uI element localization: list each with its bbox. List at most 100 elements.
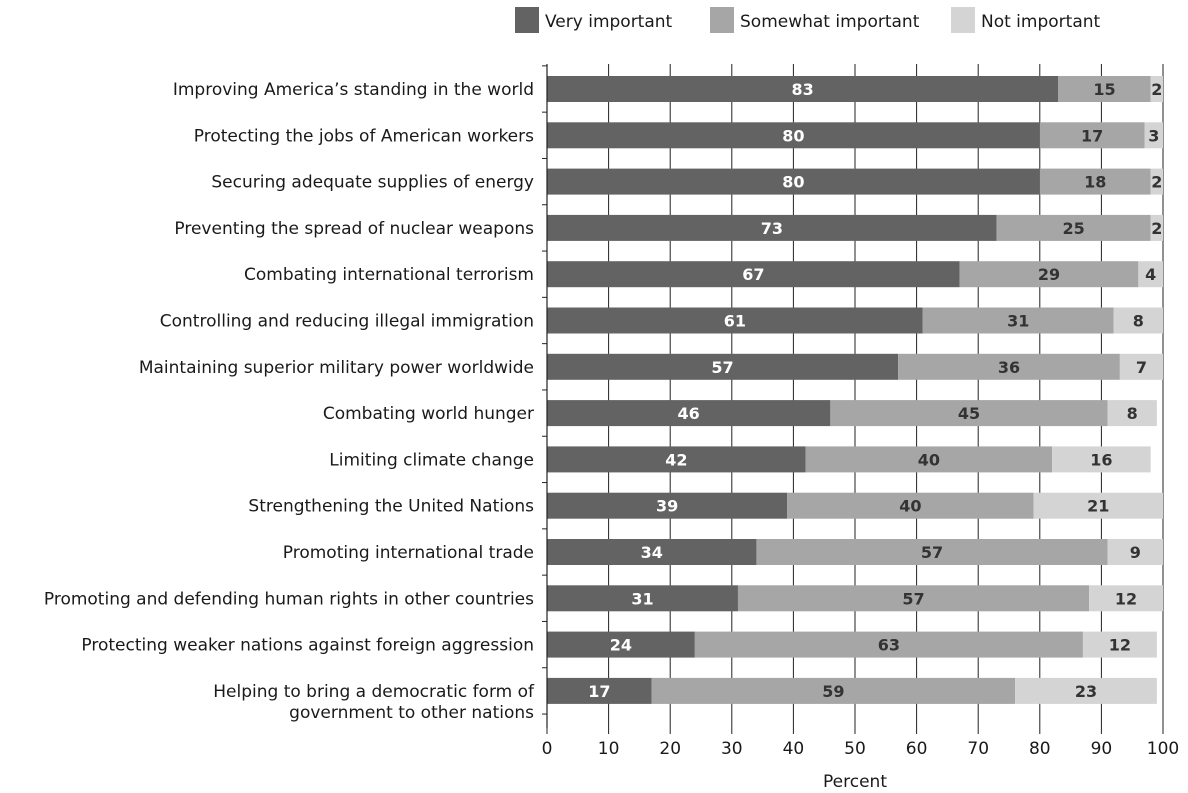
- data-label: 80: [782, 126, 804, 145]
- data-label: 57: [711, 358, 733, 377]
- data-label: 12: [1109, 636, 1131, 655]
- bar-segment: [1082, 631, 1157, 658]
- bar-segment: [1039, 168, 1151, 195]
- bar-segment: [1150, 76, 1163, 102]
- legend-label: Very important: [545, 12, 673, 32]
- bar-segment: [1138, 261, 1163, 288]
- bar-segment: [787, 492, 1034, 519]
- category-label: Improving America’s standing in the worl…: [173, 80, 534, 100]
- bar-segment: [1107, 539, 1163, 565]
- x-tick-label: 50: [844, 739, 866, 759]
- bar-segment: [1052, 446, 1151, 473]
- gridlines: [546, 64, 1164, 728]
- data-label: 25: [1063, 219, 1085, 238]
- data-label: 12: [1115, 589, 1137, 608]
- category-label: Securing adequate supplies of energy: [211, 173, 534, 193]
- data-label: 2: [1151, 219, 1162, 238]
- category-label: Protecting the jobs of American workers: [194, 126, 534, 146]
- category-label: Protecting weaker nations against foreig…: [81, 636, 534, 656]
- bar-segment: [547, 214, 997, 241]
- data-label: 23: [1075, 682, 1097, 701]
- x-tick-label: 70: [967, 739, 989, 759]
- x-tick-label: 90: [1091, 739, 1113, 759]
- bar-segment: [547, 122, 1040, 149]
- bar-segment: [898, 353, 1120, 380]
- bar-segment: [694, 631, 1083, 658]
- bars: 83 15 2 80 17 3 80 18 2 73 25 2 67 29 4 61 31 8 57 36 7 46 45 8…: [547, 76, 1163, 704]
- bar-segment: [547, 307, 923, 334]
- bar-segment: [1150, 214, 1163, 241]
- bar-segment: [1150, 168, 1163, 195]
- data-label: 40: [918, 450, 940, 469]
- bar-segment: [547, 353, 899, 380]
- bar-segment: [1039, 122, 1145, 149]
- data-label: 59: [822, 682, 844, 701]
- data-label: 39: [656, 497, 678, 516]
- data-label: 29: [1038, 265, 1060, 284]
- data-label: 34: [641, 543, 663, 562]
- bar-segment: [547, 677, 652, 704]
- data-label: 15: [1093, 80, 1115, 99]
- data-label: 21: [1087, 497, 1109, 516]
- bar-segment: [651, 677, 1016, 704]
- x-axis-title: Percent: [823, 772, 887, 792]
- x-tick-label: 10: [598, 739, 620, 759]
- legend-label: Not important: [981, 12, 1101, 32]
- x-tick-label: 60: [906, 739, 928, 759]
- category-label: Maintaining superior military power worl…: [139, 358, 534, 378]
- category-label: Combating world hunger: [323, 404, 534, 424]
- data-label: 8: [1133, 312, 1144, 331]
- data-label: 40: [899, 497, 921, 516]
- data-label: 57: [921, 543, 943, 562]
- bar-segment: [805, 446, 1053, 473]
- bar-segment: [922, 307, 1114, 334]
- data-label: 2: [1151, 80, 1162, 99]
- bar-segment: [830, 400, 1108, 427]
- legend-swatch: [951, 7, 975, 33]
- bar-segment: [996, 214, 1151, 241]
- bar-segment: [547, 446, 806, 473]
- bar-segment: [1144, 122, 1163, 149]
- data-label: 8: [1127, 404, 1138, 423]
- data-label: 16: [1090, 450, 1112, 469]
- category-label: Helping to bring a democratic form of: [213, 682, 535, 702]
- bar-segment: [1089, 585, 1163, 612]
- data-label: 9: [1130, 543, 1141, 562]
- category-label: Preventing the spread of nuclear weapons: [174, 219, 534, 239]
- bar-segment: [547, 168, 1040, 195]
- data-label: 61: [724, 312, 746, 331]
- category-label: government to other nations: [289, 703, 534, 723]
- data-label: 18: [1084, 173, 1106, 192]
- bar-segment: [959, 261, 1139, 288]
- category-label: Promoting international trade: [283, 543, 534, 563]
- data-label: 3: [1148, 126, 1159, 145]
- category-label: Promoting and defending human rights in …: [44, 589, 534, 609]
- bar-segment: [1119, 353, 1163, 380]
- data-label: 17: [588, 682, 610, 701]
- category-labels: Improving America’s standing in the worl…: [44, 80, 535, 723]
- bar-segment: [756, 539, 1108, 565]
- bar-segment: [547, 631, 695, 658]
- data-label: 24: [610, 636, 632, 655]
- x-tick-label: 30: [721, 739, 743, 759]
- data-label: 45: [958, 404, 980, 423]
- x-tick-label: 0: [542, 739, 553, 759]
- data-label: 57: [902, 589, 924, 608]
- bar-segment: [547, 492, 788, 519]
- data-label: 7: [1136, 358, 1147, 377]
- data-label: 2: [1151, 173, 1162, 192]
- bar-segment: [547, 585, 738, 612]
- bar-segment: [737, 585, 1090, 612]
- data-label: 80: [782, 173, 804, 192]
- bar-segment: [547, 539, 757, 565]
- data-label: 63: [878, 636, 900, 655]
- bar-segment: [547, 76, 1059, 102]
- legend-swatch: [515, 7, 539, 33]
- data-label: 31: [631, 589, 653, 608]
- data-label: 17: [1081, 126, 1103, 145]
- bar-segment: [1107, 400, 1157, 427]
- category-label: Limiting climate change: [329, 450, 534, 470]
- bar-segment: [547, 400, 831, 427]
- category-label: Controlling and reducing illegal immigra…: [160, 312, 534, 332]
